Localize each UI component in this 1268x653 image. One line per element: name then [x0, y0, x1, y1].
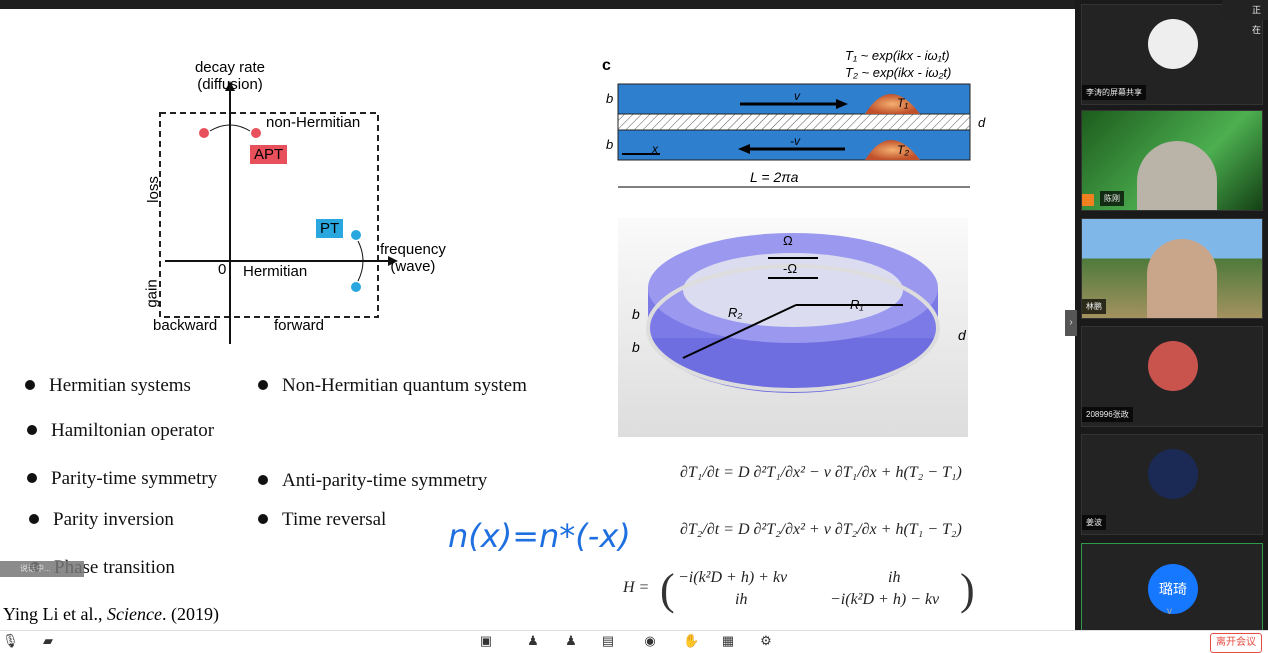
stop-video-icon[interactable]: ▰ — [43, 633, 53, 648]
d-label: d — [978, 115, 986, 130]
bullet: Hermitian systems — [25, 375, 191, 397]
participant-name: 姜波 — [1082, 515, 1106, 530]
neg-omega-label: -Ω — [783, 261, 798, 276]
origin-label: 0 — [218, 261, 227, 278]
participant-tile[interactable]: 李涛的屏幕共享 — [1081, 4, 1263, 105]
apps-icon[interactable]: ▦ — [721, 633, 735, 648]
avatar — [1148, 19, 1198, 69]
host-icon — [1082, 194, 1094, 206]
x-axis-label: frequency — [380, 241, 446, 258]
bullet: Time reversal — [258, 509, 386, 531]
backward-label: backward — [153, 317, 218, 334]
avatar — [1148, 341, 1198, 391]
participant-tile-active[interactable]: 璐琦 — [1081, 543, 1263, 644]
length-label: L = 2πa — [750, 169, 799, 185]
chat-icon[interactable]: ▤ — [601, 633, 615, 648]
gain-label: gain — [143, 279, 161, 308]
scroll-down-icon[interactable]: v — [1167, 606, 1172, 617]
collapse-panel-button[interactable]: › — [1065, 310, 1077, 336]
neg-velocity-label: -v — [790, 134, 800, 148]
x-axis-label-2: (wave) — [390, 258, 436, 275]
avatar-initials: 璐琦 — [1148, 564, 1198, 614]
hamiltonian-a12: ih — [888, 569, 901, 586]
participant-panel: › ^ 李涛的屏幕共享 陈刚 林鹏 208996张政 姜波 璐琦 v — [1065, 0, 1268, 644]
hamiltonian-a22: −i(k²D + h) − kv — [830, 591, 940, 608]
y-axis-label-2: (diffusion) — [197, 76, 263, 93]
r2-label: R₂ — [728, 305, 743, 320]
record-icon[interactable]: ◉ — [644, 633, 656, 648]
panel-label: c — [602, 57, 611, 74]
t2-label: T₂ — [897, 143, 909, 157]
participant-tile[interactable]: 姜波 — [1081, 434, 1263, 535]
avatar — [1148, 449, 1198, 499]
bullet: Anti-parity-time symmetry — [258, 470, 487, 492]
bullet: Hamiltonian operator — [27, 420, 214, 442]
ring-d-label: d — [958, 327, 966, 343]
participant-tile[interactable]: 林鹏 — [1081, 218, 1263, 319]
security-icon[interactable]: ♟ — [527, 633, 539, 648]
hamiltonian-lhs: H = — [623, 579, 650, 596]
hamiltonian-a11: −i(k²D + h) + kv — [678, 569, 788, 586]
apt-badge: APT — [250, 145, 288, 164]
citation: Ying Li et al., Science. (2019) — [3, 604, 219, 625]
bullet: Parity-time symmetry — [27, 468, 217, 490]
participant-name: 208996张政 — [1082, 407, 1133, 422]
ring-b-label: b — [632, 339, 640, 355]
t1-label: T₁ — [897, 96, 909, 110]
settings-icon[interactable]: ⚙ — [760, 633, 772, 648]
bullet: Phase transition — [30, 557, 175, 579]
ring-b-label: b — [632, 306, 640, 322]
citation-year: . (2019) — [161, 604, 219, 624]
waveguide-diagram — [617, 83, 971, 188]
raise-hand-icon[interactable]: ✋ — [683, 633, 700, 648]
participant-name: 林鹏 — [1082, 299, 1106, 314]
handwritten-annotation: n(x)=n*(-x) — [448, 517, 631, 555]
bullet: Non-Hermitian quantum system — [258, 375, 527, 397]
y-axis-label: decay rate — [194, 59, 266, 76]
loss-label: loss — [144, 176, 162, 203]
x-label: x — [652, 142, 658, 156]
mute-mic-icon[interactable]: 🎙 — [2, 633, 19, 648]
equation-t1: ∂T₁/∂t = D ∂²T₁/∂x² − v ∂T₁/∂x + h(T₂ − … — [680, 464, 962, 481]
top-bar — [0, 0, 1075, 9]
participant-tile[interactable]: 陈刚 — [1081, 110, 1263, 211]
participant-tile[interactable]: 208996张政 — [1081, 326, 1263, 427]
recording-status: 正在 — [1222, 0, 1268, 35]
pt-badge: PT — [316, 219, 344, 238]
hermitian-diagram — [159, 81, 398, 344]
speaking-indicator: 说话中... — [0, 561, 84, 577]
b-label: b — [606, 91, 614, 106]
share-screen-icon[interactable]: ▣ — [479, 633, 493, 648]
citation-author: Ying Li et al., — [3, 604, 107, 624]
forward-label: forward — [274, 317, 325, 334]
leave-meeting-button[interactable]: 离开会议 — [1210, 633, 1262, 653]
participants-icon[interactable]: ♟ — [565, 633, 577, 648]
t2-equation: T₂ ~ exp(ikx - iω₂t) — [845, 65, 952, 80]
meeting-toolbar: 🎙 ▰ ▣ ♟ ♟ ▤ ◉ ✋ ▦ ⚙ 离开会议 — [0, 630, 1268, 653]
ring-image — [618, 218, 968, 437]
bullet: Parity inversion — [29, 509, 174, 531]
equation-t2: ∂T₂/∂t = D ∂²T₂/∂x² + v ∂T₂/∂x + h(T₁ − … — [680, 521, 962, 538]
non-hermitian-label: non-Hermitian — [266, 114, 361, 131]
participant-name: 陈刚 — [1100, 191, 1124, 206]
t1-equation: T₁ ~ exp(ikx - iω₁t) — [845, 48, 950, 63]
citation-journal: Science — [106, 604, 162, 624]
b-label: b — [606, 137, 614, 152]
hamiltonian-a21: ih — [735, 591, 748, 608]
omega-label: Ω — [783, 233, 793, 248]
video-feed — [1147, 239, 1217, 318]
participant-name: 李涛的屏幕共享 — [1082, 85, 1146, 100]
r1-label: R₁ — [850, 297, 864, 312]
shared-slide: decay rate (diffusion) frequency (wave) … — [0, 9, 1075, 630]
velocity-label: v — [794, 89, 800, 103]
video-feed — [1137, 141, 1217, 210]
hermitian-label: Hermitian — [243, 263, 308, 280]
